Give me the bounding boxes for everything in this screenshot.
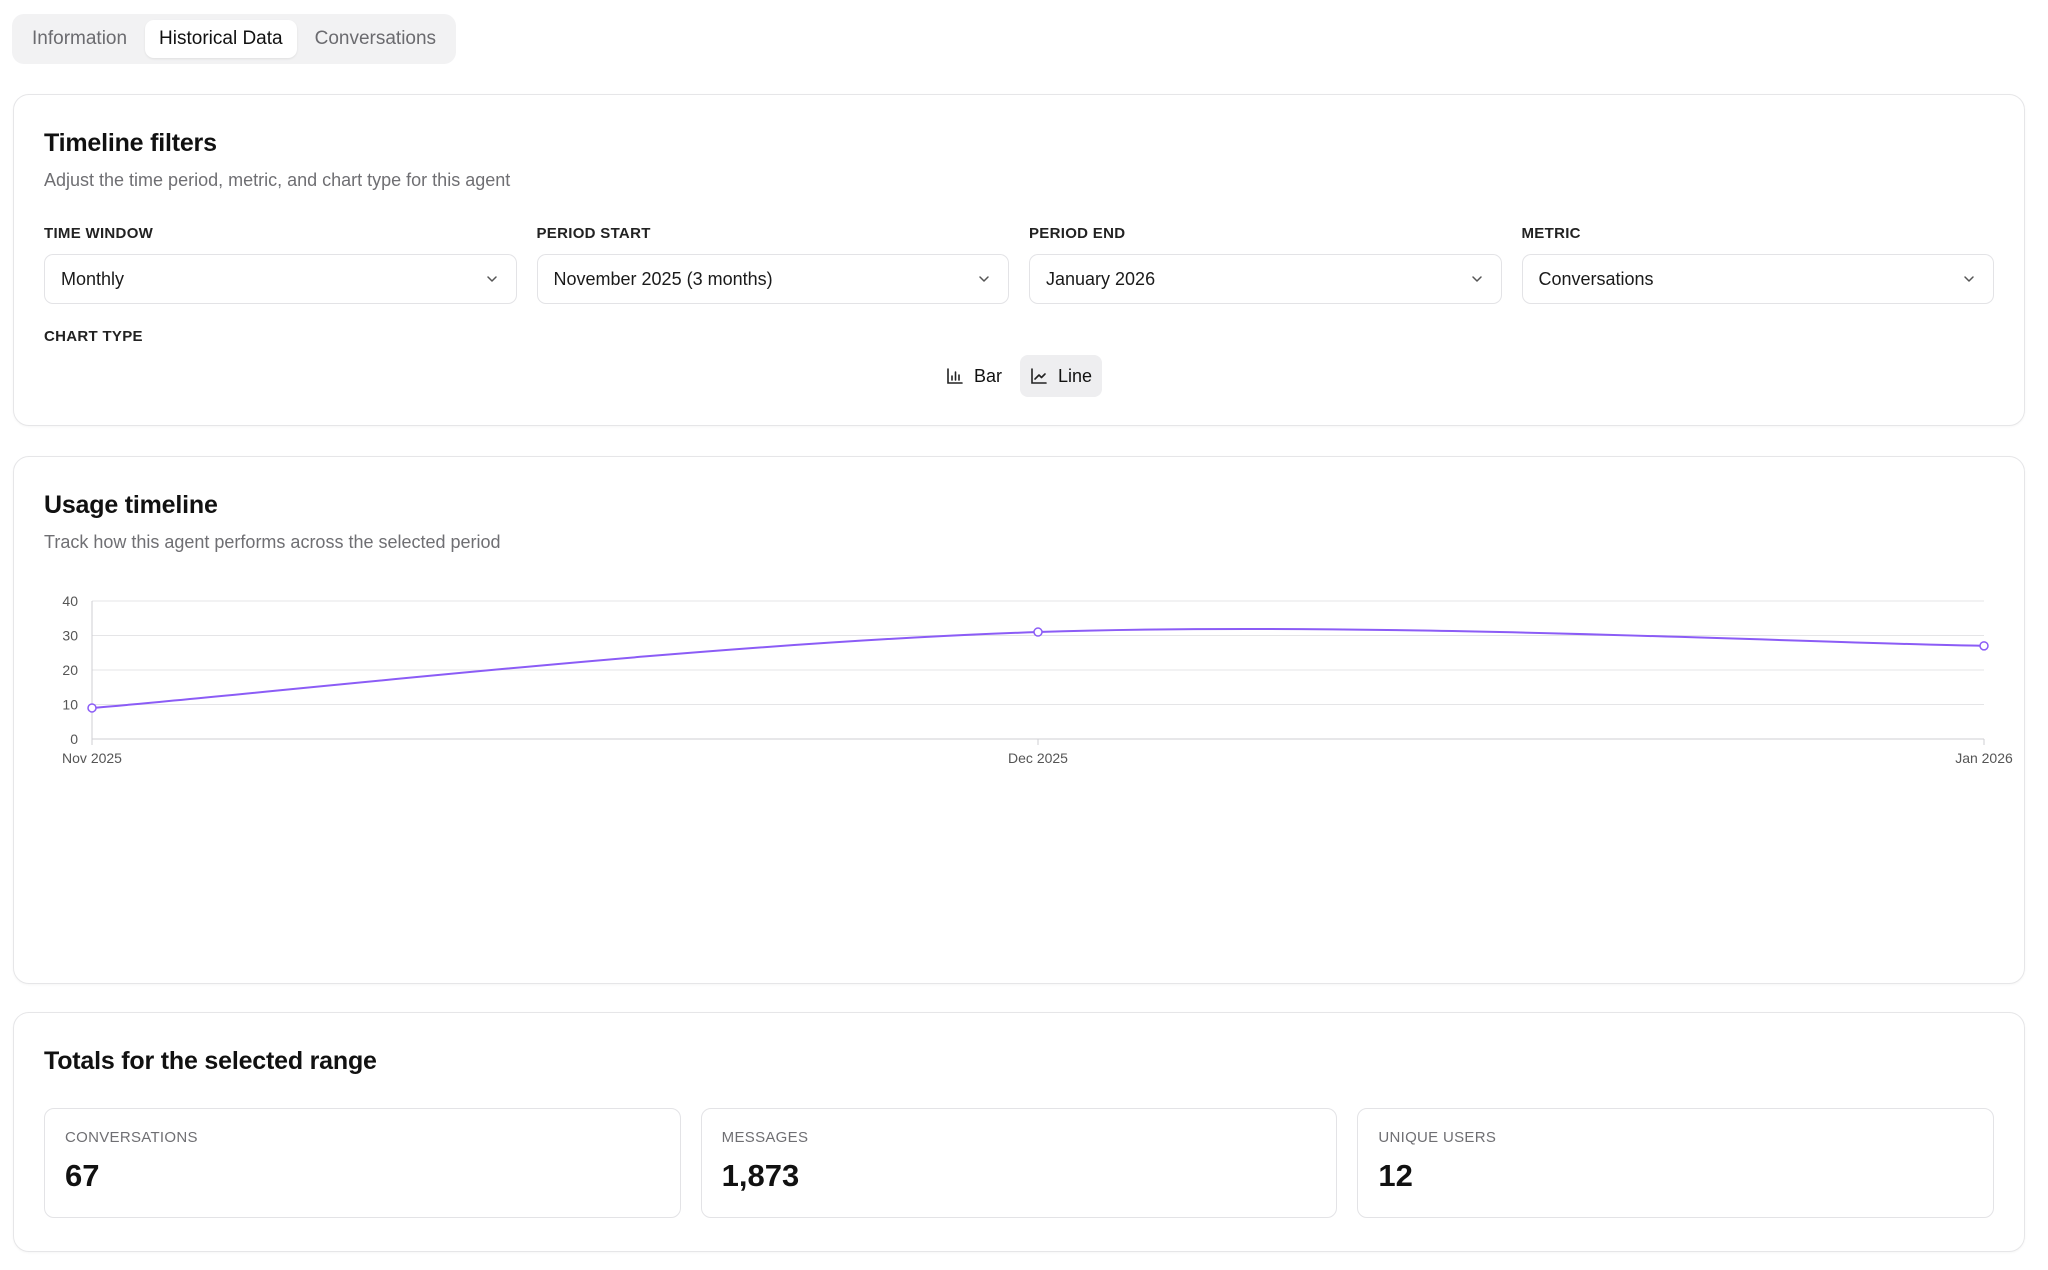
metric-label: METRIC — [1521, 225, 1581, 242]
stat-unique-users: UNIQUE USERS 12 — [1357, 1108, 1995, 1218]
y-tick-label: 30 — [62, 628, 78, 644]
data-point — [87, 703, 97, 713]
line-chart-label: Line — [1057, 365, 1093, 386]
time-window-filter: TIME WINDOW Monthly — [44, 225, 517, 304]
timeline-subtitle: Track how this agent performs across the… — [44, 532, 501, 552]
y-tick-label: 40 — [62, 593, 78, 609]
period-end-label: PERIOD END — [1029, 225, 1126, 242]
chevron-down-icon — [486, 276, 497, 282]
timeline-filters-card: Timeline filters Adjust the time period,… — [13, 94, 2025, 426]
stat-conversations: CONVERSATIONS 67 — [44, 1108, 681, 1218]
metric-select[interactable]: Conversations — [1521, 254, 1994, 304]
x-tick-label: Nov 2025 — [62, 750, 122, 766]
bar-chart-button[interactable]: Bar — [936, 355, 1012, 397]
stat-label: CONVERSATIONS — [65, 1129, 198, 1146]
stat-value: 1,873 — [721, 1158, 800, 1193]
period-start-value: November 2025 (3 months) — [553, 268, 773, 289]
tab-information[interactable]: Information — [32, 28, 128, 49]
period-start-filter: PERIOD START November 2025 (3 months) — [536, 225, 1009, 304]
bar-chart-icon — [947, 368, 963, 384]
stat-value: 67 — [65, 1158, 100, 1193]
period-start-label: PERIOD START — [536, 225, 651, 242]
time-window-value: Monthly — [61, 268, 125, 289]
period-end-filter: PERIOD END January 2026 — [1029, 225, 1502, 304]
y-tick-label: 0 — [70, 731, 78, 747]
x-tick-label: Dec 2025 — [1008, 750, 1068, 766]
line-chart-icon — [1031, 368, 1047, 384]
totals-title: Totals for the selected range — [44, 1047, 377, 1075]
tab-historical-data[interactable]: Historical Data — [145, 20, 297, 58]
usage-timeline-card: Usage timeline Track how this agent perf… — [13, 456, 2025, 984]
line-chart-button[interactable]: Line — [1019, 355, 1103, 397]
filter-row: TIME WINDOW Monthly PERIOD START Novembe… — [44, 225, 1994, 304]
chevron-down-icon — [1964, 276, 1974, 282]
time-window-select[interactable]: Monthly — [44, 254, 517, 304]
filters-subtitle: Adjust the time period, metric, and char… — [44, 170, 511, 190]
usage-line-chart: 0 10 20 30 40 Nov 2025 Dec 2025 Jan 2026 — [62, 593, 2013, 766]
chart-type-toggle: Bar Line — [44, 355, 1994, 397]
tab-conversations[interactable]: Conversations — [314, 28, 437, 49]
y-tick-label: 20 — [62, 662, 78, 678]
period-start-select[interactable]: November 2025 (3 months) — [536, 254, 1009, 304]
stats-row: CONVERSATIONS 67 MESSAGES 1,873 UNIQUE U… — [44, 1108, 1995, 1218]
timeline-title: Usage timeline — [44, 491, 218, 519]
filters-title: Timeline filters — [44, 129, 217, 157]
period-end-value: January 2026 — [1046, 268, 1156, 289]
stat-messages: MESSAGES 1,873 — [700, 1108, 1338, 1218]
tab-bar: Information Historical Data Conversation… — [12, 14, 457, 64]
x-tick-label: Jan 2026 — [1955, 750, 2013, 766]
totals-card: Totals for the selected range CONVERSATI… — [13, 1012, 2025, 1252]
chevron-down-icon — [1471, 276, 1482, 282]
metric-value: Conversations — [1538, 268, 1654, 289]
period-end-select[interactable]: January 2026 — [1029, 254, 1502, 304]
time-window-label: TIME WINDOW — [44, 225, 154, 242]
data-point — [1979, 641, 1989, 651]
series-line — [91, 627, 1985, 709]
chevron-down-icon — [979, 276, 989, 282]
y-tick-label: 10 — [62, 697, 78, 713]
stat-label: UNIQUE USERS — [1378, 1129, 1497, 1146]
stat-label: MESSAGES — [721, 1129, 809, 1146]
bar-chart-label: Bar — [973, 365, 1002, 386]
chart-type-label: CHART TYPE — [44, 328, 143, 345]
data-point — [1033, 627, 1043, 637]
metric-filter: METRIC Conversations — [1521, 225, 1994, 304]
stat-value: 12 — [1378, 1158, 1413, 1193]
